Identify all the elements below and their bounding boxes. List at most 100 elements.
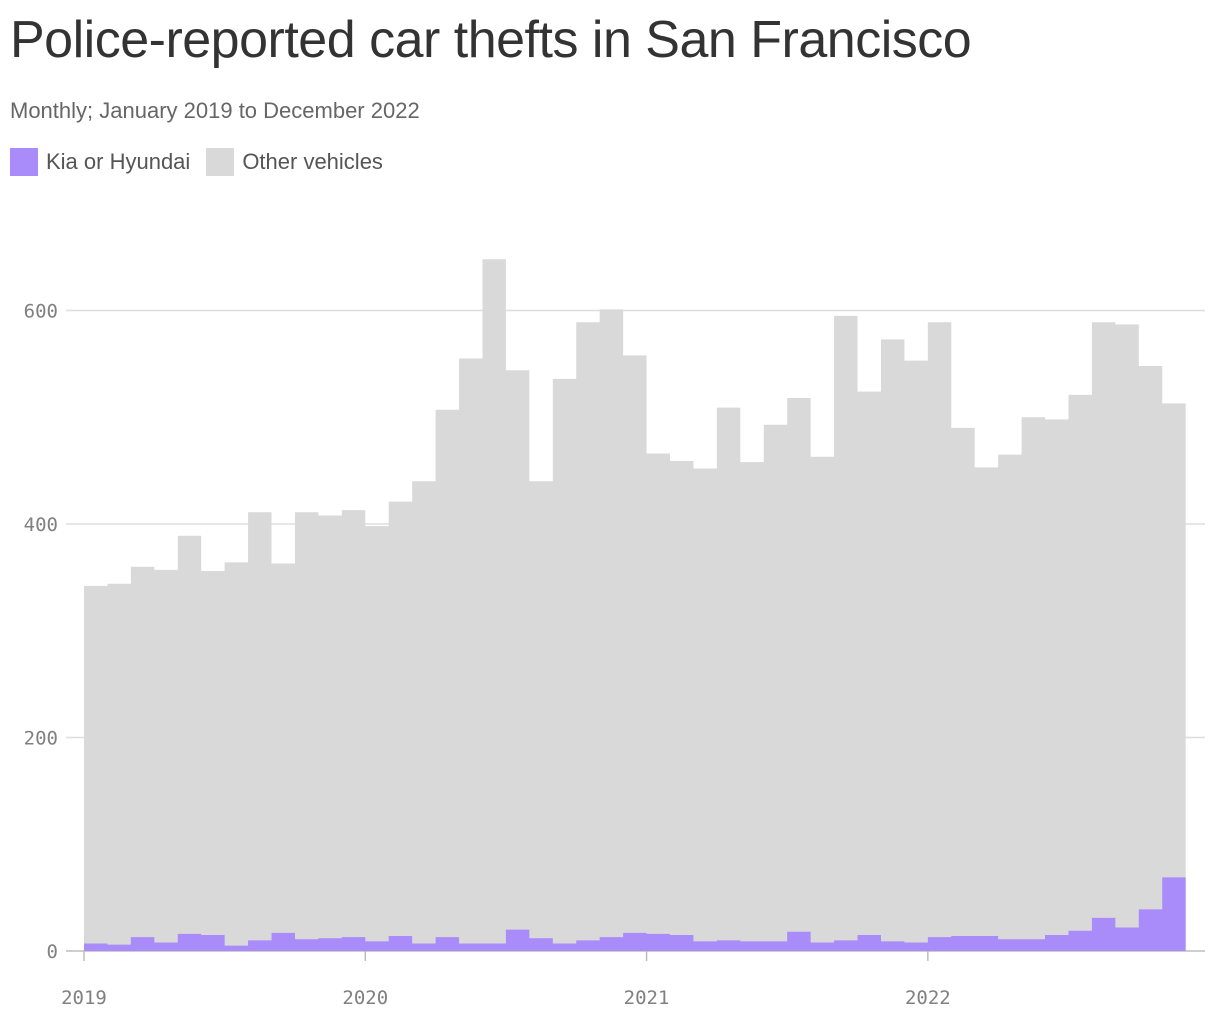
- x-axis: 2019 2020 2021 2022: [61, 951, 951, 1009]
- bar-kia-2019-12: [342, 937, 365, 951]
- bar-other-2021-10: [858, 392, 881, 951]
- bar-other-2019-09: [272, 563, 295, 951]
- bar-other-2021-06: [764, 425, 787, 951]
- bar-kia-2019-01: [84, 944, 107, 951]
- bar-kia-2021-04: [717, 940, 740, 951]
- bar-other-2021-02: [670, 461, 693, 951]
- bar-other-2020-06: [482, 259, 505, 951]
- bar-kia-2019-03: [131, 937, 154, 951]
- bar-other-2019-06: [201, 571, 224, 951]
- bar-other-2022-08: [1092, 322, 1115, 951]
- bar-kia-2021-09: [834, 940, 857, 951]
- bar-kia-2019-04: [154, 942, 177, 951]
- bar-kia-2020-02: [389, 936, 412, 951]
- bar-kia-2020-09: [553, 944, 576, 951]
- series-area-kia-hyundai: [84, 877, 1186, 951]
- bar-kia-2021-10: [858, 935, 881, 951]
- bar-kia-2022-03: [975, 936, 998, 951]
- bar-kia-2022-01: [928, 937, 951, 951]
- bar-kia-2021-02: [670, 935, 693, 951]
- legend-swatch-kia-hyundai: [10, 148, 38, 176]
- bar-kia-2020-04: [436, 937, 459, 951]
- bar-kia-2019-05: [178, 934, 201, 951]
- bar-other-2019-03: [131, 567, 154, 951]
- bar-other-2020-10: [576, 322, 599, 951]
- bar-other-2022-03: [975, 467, 998, 951]
- bar-other-2021-11: [881, 339, 904, 951]
- bar-kia-2021-07: [787, 932, 810, 951]
- bar-kia-2021-11: [881, 941, 904, 951]
- bar-kia-2019-06: [201, 935, 224, 951]
- bar-kia-2021-03: [693, 941, 716, 951]
- bar-other-2020-02: [389, 502, 412, 951]
- legend-label-kia-hyundai: Kia or Hyundai: [46, 149, 191, 174]
- bar-kia-2022-04: [998, 939, 1021, 951]
- bar-kia-2021-12: [904, 942, 927, 951]
- y-tick-label-0: 0: [47, 941, 58, 963]
- x-tick-label-2021: 2021: [624, 987, 670, 1009]
- chart-subtitle: Monthly; January 2019 to December 2022: [10, 98, 420, 123]
- bar-other-2019-07: [225, 562, 248, 951]
- bar-kia-2020-07: [506, 930, 529, 951]
- bar-other-2020-04: [436, 410, 459, 951]
- bar-other-2022-07: [1068, 395, 1091, 951]
- bar-other-2022-02: [951, 428, 974, 951]
- bar-other-2022-09: [1115, 324, 1138, 951]
- series-area-other-vehicles: [84, 259, 1186, 951]
- bar-other-2019-05: [178, 536, 201, 951]
- bar-other-2022-05: [1022, 417, 1045, 951]
- bar-other-2019-02: [107, 584, 130, 951]
- bar-other-2020-07: [506, 370, 529, 951]
- bar-other-2020-11: [600, 309, 623, 951]
- legend: Kia or Hyundai Other vehicles: [10, 148, 399, 176]
- x-tick-label-2019: 2019: [61, 987, 107, 1009]
- bar-other-2021-07: [787, 398, 810, 951]
- bar-other-2020-08: [529, 481, 552, 951]
- bar-other-2022-10: [1139, 366, 1162, 951]
- bar-kia-2019-10: [295, 939, 318, 951]
- bar-other-2020-12: [623, 355, 646, 951]
- bar-other-2020-09: [553, 379, 576, 951]
- chart-areas: [84, 259, 1186, 951]
- x-tick-label-2022: 2022: [905, 987, 951, 1009]
- bar-kia-2020-11: [600, 937, 623, 951]
- bar-kia-2021-01: [647, 934, 670, 951]
- bar-other-2022-11: [1162, 403, 1185, 951]
- bar-kia-2022-07: [1068, 931, 1091, 951]
- legend-swatch-other-vehicles: [206, 148, 235, 176]
- bar-kia-2020-03: [412, 944, 435, 951]
- bar-other-2019-11: [318, 515, 341, 951]
- bar-kia-2021-06: [764, 941, 787, 951]
- bar-other-2022-04: [998, 455, 1021, 951]
- bar-other-2021-09: [834, 316, 857, 951]
- bar-kia-2022-09: [1115, 928, 1138, 951]
- chart-title: Police-reported car thefts in San Franci…: [10, 11, 972, 69]
- bar-kia-2020-10: [576, 940, 599, 951]
- bar-other-2021-08: [811, 457, 834, 951]
- bar-other-2020-03: [412, 481, 435, 951]
- bar-kia-2022-11: [1162, 877, 1185, 951]
- bar-kia-2020-06: [482, 944, 505, 951]
- bar-kia-2019-08: [248, 940, 271, 951]
- bar-kia-2019-11: [318, 938, 341, 951]
- bar-other-2020-05: [459, 359, 482, 951]
- legend-item-other-vehicles: Other vehicles: [206, 148, 383, 176]
- bar-kia-2022-08: [1092, 918, 1115, 951]
- bar-kia-2022-05: [1022, 939, 1045, 951]
- bar-other-2020-01: [365, 526, 388, 951]
- bar-other-2021-01: [647, 454, 670, 951]
- y-tick-label-400: 400: [24, 514, 58, 536]
- y-axis: 0 200 400 600: [24, 301, 58, 964]
- bar-kia-2019-07: [225, 946, 248, 951]
- bar-other-2021-12: [904, 361, 927, 951]
- y-tick-label-200: 200: [24, 728, 58, 750]
- bar-other-2022-06: [1045, 419, 1068, 951]
- bar-other-2019-10: [295, 512, 318, 951]
- bar-kia-2022-02: [951, 936, 974, 951]
- bar-other-2019-01: [84, 586, 107, 951]
- legend-label-other-vehicles: Other vehicles: [242, 149, 383, 174]
- bar-kia-2019-02: [107, 945, 130, 951]
- bar-kia-2022-06: [1045, 935, 1068, 951]
- bar-other-2019-04: [154, 570, 177, 951]
